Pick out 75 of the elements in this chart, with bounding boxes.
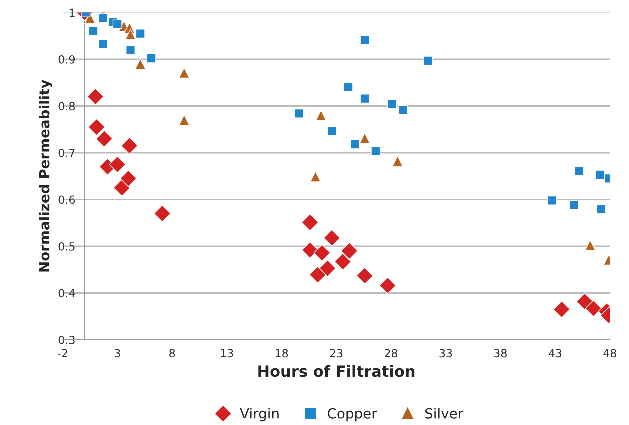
x-tick-label: 43 xyxy=(548,349,562,358)
legend-label: Virgin xyxy=(240,408,279,422)
point xyxy=(96,130,114,148)
point xyxy=(356,267,374,285)
point xyxy=(327,126,337,136)
point xyxy=(154,205,172,222)
x-tick-label: 3 xyxy=(114,349,120,358)
point xyxy=(569,200,579,210)
point xyxy=(379,277,397,294)
point xyxy=(98,39,108,49)
point xyxy=(125,29,136,40)
point xyxy=(88,26,98,36)
point xyxy=(360,94,370,104)
point xyxy=(112,20,122,30)
point xyxy=(398,105,408,115)
x-tick-label: -2 xyxy=(58,349,68,358)
point xyxy=(178,114,190,126)
point xyxy=(596,204,606,214)
point xyxy=(88,118,106,136)
point xyxy=(574,166,584,176)
x-tick-label: 18 xyxy=(276,349,288,358)
point xyxy=(126,45,136,55)
point xyxy=(98,14,108,24)
point xyxy=(87,88,104,106)
legend-label: Copper xyxy=(328,408,378,422)
point xyxy=(350,140,360,150)
point xyxy=(319,260,336,278)
point xyxy=(388,100,398,110)
y-tick-label: 1 xyxy=(70,8,75,17)
point xyxy=(344,82,354,92)
point xyxy=(310,171,322,182)
y-tick-label: 0.4 xyxy=(58,289,76,298)
point xyxy=(576,293,594,310)
x-tick-label: 23 xyxy=(330,349,343,358)
point xyxy=(146,54,156,64)
point xyxy=(314,244,331,262)
point xyxy=(341,242,358,260)
x-tick-label: 48 xyxy=(604,349,616,358)
point xyxy=(309,266,326,284)
point xyxy=(113,179,131,197)
y-tick-label: 0.7 xyxy=(58,148,75,158)
point xyxy=(302,242,319,259)
y-tick-label: 0.8 xyxy=(58,102,75,111)
y-axis-title: Normalized Permeability xyxy=(38,80,53,272)
point xyxy=(584,240,596,252)
y-tick-label: 0.9 xyxy=(58,55,75,64)
point xyxy=(547,196,557,206)
x-tick-label: 33 xyxy=(440,349,452,358)
point xyxy=(334,253,352,270)
point xyxy=(121,137,138,155)
point xyxy=(136,29,146,39)
point xyxy=(178,68,190,79)
point xyxy=(392,156,404,167)
x-tick-label: 8 xyxy=(170,349,176,358)
y-tick-label: 0.6 xyxy=(58,196,76,204)
point xyxy=(294,108,304,118)
point xyxy=(553,301,571,318)
point xyxy=(596,170,606,180)
point xyxy=(424,56,434,66)
x-tick-label: 13 xyxy=(221,349,234,358)
point xyxy=(135,58,146,70)
y-tick-label: 0.5 xyxy=(58,242,75,251)
point xyxy=(585,300,602,318)
point xyxy=(360,36,370,46)
legend-label: Silver xyxy=(425,408,464,419)
point xyxy=(359,133,370,144)
point xyxy=(109,156,126,174)
point xyxy=(316,110,327,122)
point xyxy=(120,170,138,188)
x-tick-label: 38 xyxy=(494,349,507,358)
point xyxy=(371,146,381,156)
x-tick-label: 28 xyxy=(384,349,398,358)
x-axis-title: Hours of Filtration xyxy=(258,365,415,378)
point xyxy=(324,230,341,247)
point xyxy=(302,214,319,232)
